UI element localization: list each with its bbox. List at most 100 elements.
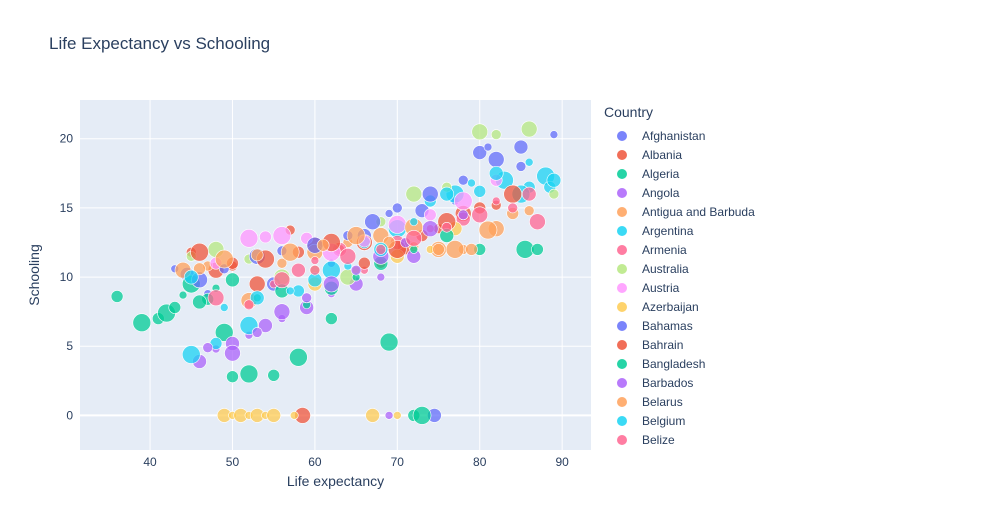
legend-label: Bahrain: [642, 337, 684, 352]
legend-label: Antigua and Barbuda: [642, 204, 755, 219]
legend-item[interactable]: Argentina: [604, 221, 755, 240]
data-point: [309, 264, 321, 276]
data-point: [183, 269, 199, 285]
data-point: [409, 217, 419, 227]
data-point: [291, 262, 306, 278]
data-point: [249, 290, 265, 306]
legend-marker-icon: [617, 168, 627, 179]
data-point: [375, 244, 387, 255]
legend-item[interactable]: Bangladesh: [604, 354, 755, 373]
legend-item[interactable]: Barbados: [604, 373, 755, 392]
x-tick-label: 50: [226, 455, 240, 469]
data-point: [214, 323, 234, 342]
data-point: [546, 172, 562, 188]
data-point: [384, 411, 394, 420]
legend-label: Belarus: [642, 394, 683, 409]
data-point: [273, 271, 291, 289]
x-tick-label: 80: [473, 455, 487, 469]
data-point: [239, 229, 259, 248]
legend-item[interactable]: Algeria: [604, 164, 755, 183]
data-point: [457, 209, 469, 221]
data-point: [325, 312, 338, 325]
legend-item[interactable]: Antigua and Barbuda: [604, 202, 755, 221]
legend-item[interactable]: Albania: [604, 145, 755, 164]
data-point: [110, 290, 124, 303]
data-point: [266, 408, 281, 423]
legend-item[interactable]: Afghanistan: [604, 126, 755, 145]
legend-label: Barbados: [642, 375, 694, 390]
data-point: [280, 242, 300, 262]
data-point: [310, 256, 320, 265]
legend-label: Afghanistan: [642, 128, 706, 143]
data-point: [190, 242, 209, 262]
data-point: [272, 226, 292, 245]
data-point: [365, 408, 380, 423]
legend-item[interactable]: Belize: [604, 430, 755, 449]
data-point: [181, 345, 201, 364]
data-point: [376, 272, 386, 282]
data-point: [405, 230, 423, 247]
data-point: [214, 249, 234, 269]
data-point: [465, 243, 478, 256]
data-point: [471, 123, 489, 141]
x-tick-label: 70: [391, 455, 405, 469]
legend-item[interactable]: Armenia: [604, 240, 755, 259]
data-point: [316, 238, 330, 252]
legend-marker-icon: [617, 320, 627, 331]
legend-label: Belize: [642, 432, 675, 447]
data-point: [224, 344, 241, 362]
data-point: [523, 205, 535, 216]
legend-title: Country: [604, 104, 654, 120]
legend-item[interactable]: Belarus: [604, 392, 755, 411]
data-point: [483, 142, 493, 152]
data-point: [421, 220, 439, 237]
legend-marker-icon: [617, 415, 627, 426]
legend-item[interactable]: Bahrain: [604, 335, 755, 354]
data-point: [488, 166, 504, 181]
y-tick-label: 10: [60, 270, 74, 284]
data-point: [289, 348, 308, 367]
data-point: [259, 230, 272, 244]
data-point: [453, 191, 473, 211]
data-point: [521, 186, 537, 202]
legend-item[interactable]: Austria: [604, 278, 755, 297]
legend-item[interactable]: Bahamas: [604, 316, 755, 335]
y-tick-label: 20: [60, 132, 74, 146]
legend-marker-icon: [617, 301, 627, 312]
legend-item[interactable]: Australia: [604, 259, 755, 278]
y-tick-label: 15: [60, 201, 74, 215]
legend-marker-icon: [617, 263, 627, 274]
data-point: [178, 290, 188, 300]
data-point: [276, 257, 288, 269]
legend-marker-icon: [617, 149, 627, 160]
data-point: [364, 213, 381, 231]
data-point: [358, 256, 371, 270]
legend-item[interactable]: Angola: [604, 183, 755, 202]
data-point: [239, 364, 259, 384]
legend-marker-icon: [617, 244, 627, 255]
data-point: [520, 120, 538, 138]
x-tick-label: 60: [308, 455, 322, 469]
x-axis-label: Life expectancy: [287, 473, 384, 489]
data-point: [472, 145, 488, 160]
data-point: [193, 262, 206, 276]
legend-marker-icon: [617, 396, 627, 407]
legend-label: Argentina: [642, 223, 694, 238]
data-point: [388, 215, 407, 234]
legend-label: Austria: [642, 280, 680, 295]
data-point: [301, 292, 312, 304]
legend-label: Algeria: [642, 166, 680, 181]
data-point: [207, 289, 225, 307]
data-point: [491, 196, 501, 206]
data-point: [267, 368, 280, 382]
data-point: [513, 139, 529, 155]
x-tick-label: 40: [143, 455, 157, 469]
legend-marker-icon: [617, 339, 627, 350]
y-tick-label: 5: [66, 339, 73, 353]
chart-title: Life Expectancy vs Schooling: [49, 34, 271, 53]
legend-label: Belgium: [642, 413, 686, 428]
legend-item[interactable]: Belgium: [604, 411, 755, 430]
legend-item[interactable]: Azerbaijan: [604, 297, 755, 316]
